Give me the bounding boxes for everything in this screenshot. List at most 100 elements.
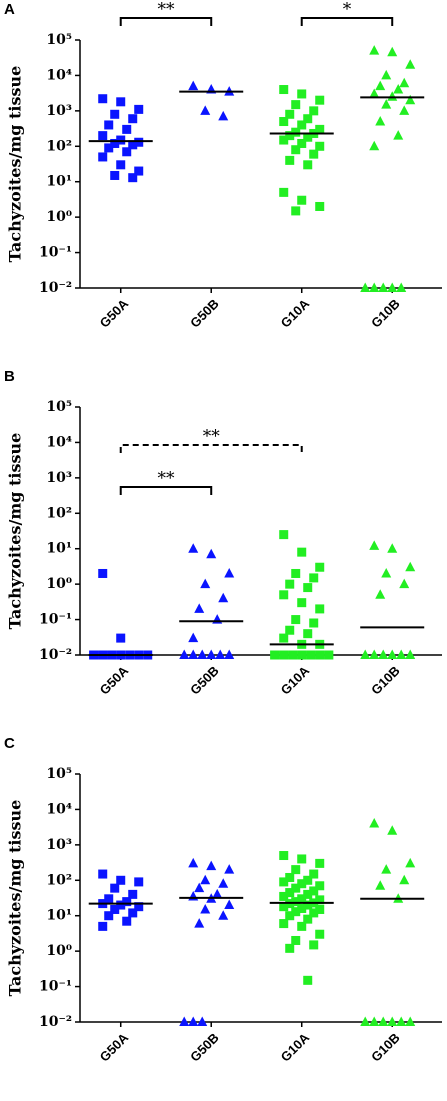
data-point <box>303 629 313 639</box>
y-tick-label: 10³ <box>46 837 72 853</box>
significance-label: ** <box>203 427 221 447</box>
data-point <box>279 650 289 660</box>
data-point <box>360 282 371 292</box>
data-point <box>285 579 295 589</box>
x-tick-label: G50B <box>187 663 222 698</box>
data-point <box>116 135 126 145</box>
data-point <box>110 138 120 148</box>
data-point <box>188 632 199 643</box>
data-point <box>375 80 386 91</box>
data-point <box>399 105 410 115</box>
x-tick-label: G10B <box>368 296 403 331</box>
data-point <box>387 825 398 835</box>
y-axis-label: Tachyzoites/mg tissue <box>6 66 25 263</box>
y-axis-label: Tachyzoites/mg tissue <box>6 800 25 997</box>
data-point <box>399 874 410 885</box>
data-point <box>179 1016 190 1026</box>
y-tick-label: 10⁵ <box>46 32 72 48</box>
data-point <box>285 131 295 141</box>
y-tick-label: 10¹ <box>46 174 72 190</box>
x-tick-label: G10B <box>368 663 403 698</box>
data-point <box>110 904 120 914</box>
data-point <box>134 902 144 912</box>
data-point <box>297 547 307 557</box>
data-point <box>291 206 301 216</box>
data-point <box>197 1016 208 1026</box>
data-point <box>200 105 211 115</box>
x-tick-label: G50A <box>97 296 132 331</box>
significance-bracket <box>119 486 213 495</box>
data-point <box>405 94 416 105</box>
data-point <box>116 900 126 910</box>
data-point <box>270 650 280 660</box>
data-point <box>405 857 416 868</box>
data-point <box>279 117 289 127</box>
data-point <box>285 625 295 635</box>
data-point <box>309 886 319 896</box>
data-point <box>405 1016 416 1026</box>
significance-label: ** <box>157 469 175 489</box>
panel-label: C <box>4 735 15 752</box>
data-point <box>324 650 334 660</box>
data-point <box>98 921 108 931</box>
data-point <box>116 160 126 170</box>
data-point <box>369 140 380 151</box>
data-point <box>297 598 307 608</box>
data-point <box>291 883 301 893</box>
data-point <box>378 1016 389 1026</box>
y-tick-label: 10⁻² <box>39 1014 72 1030</box>
data-point <box>128 889 138 899</box>
data-point <box>104 143 114 153</box>
data-point <box>194 882 205 893</box>
data-point <box>279 633 289 643</box>
data-point <box>297 854 307 864</box>
significance-bracket <box>119 444 303 453</box>
data-point <box>116 875 126 885</box>
data-point <box>285 155 295 165</box>
data-point <box>224 567 235 578</box>
y-tick-label: 10⁰ <box>46 943 72 959</box>
data-point <box>315 858 325 868</box>
y-tick-label: 10¹ <box>46 908 72 924</box>
data-point <box>315 904 325 914</box>
data-point <box>387 649 398 659</box>
data-point <box>393 84 404 94</box>
data-point <box>291 145 301 155</box>
data-point <box>291 935 301 945</box>
data-point <box>309 869 319 879</box>
data-point <box>122 897 132 907</box>
data-point <box>297 120 307 130</box>
data-point <box>405 649 416 659</box>
data-point <box>303 975 313 985</box>
data-point <box>369 282 380 292</box>
data-point <box>98 568 108 578</box>
data-point <box>218 910 229 920</box>
significance-label: ** <box>157 0 175 20</box>
panel: C Tachyzoites/mg tissue 10⁻² 10⁻¹ 10⁰ 10¹ 10² 1… <box>4 735 442 1065</box>
data-point <box>315 141 325 151</box>
data-point <box>315 604 325 614</box>
data-point <box>387 1016 398 1026</box>
data-point <box>315 95 325 105</box>
data-point <box>369 88 380 98</box>
y-axis-label: Tachyzoites/mg tissue <box>6 433 25 630</box>
data-point <box>134 877 144 887</box>
data-point <box>285 888 295 898</box>
data-point <box>369 649 380 659</box>
data-point <box>212 888 223 899</box>
data-point <box>291 568 301 578</box>
data-point <box>387 543 398 553</box>
data-point <box>291 127 301 137</box>
data-point <box>360 649 371 659</box>
x-tick-label: G10A <box>278 663 313 698</box>
data-point <box>194 603 205 613</box>
data-point <box>279 902 289 912</box>
data-point <box>285 943 295 953</box>
data-point <box>188 649 199 659</box>
data-point <box>200 578 211 589</box>
data-point <box>104 911 114 921</box>
data-point <box>279 877 289 887</box>
data-point <box>98 152 108 162</box>
data-point <box>360 1016 371 1026</box>
